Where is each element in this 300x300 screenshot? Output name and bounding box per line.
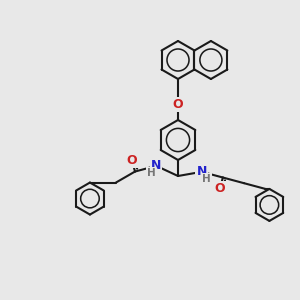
Text: N: N	[151, 159, 161, 172]
Text: H: H	[202, 174, 211, 184]
Text: N: N	[196, 165, 207, 178]
Text: H: H	[147, 168, 156, 178]
Text: O: O	[127, 154, 137, 167]
Text: O: O	[173, 98, 183, 110]
Text: O: O	[215, 182, 225, 195]
